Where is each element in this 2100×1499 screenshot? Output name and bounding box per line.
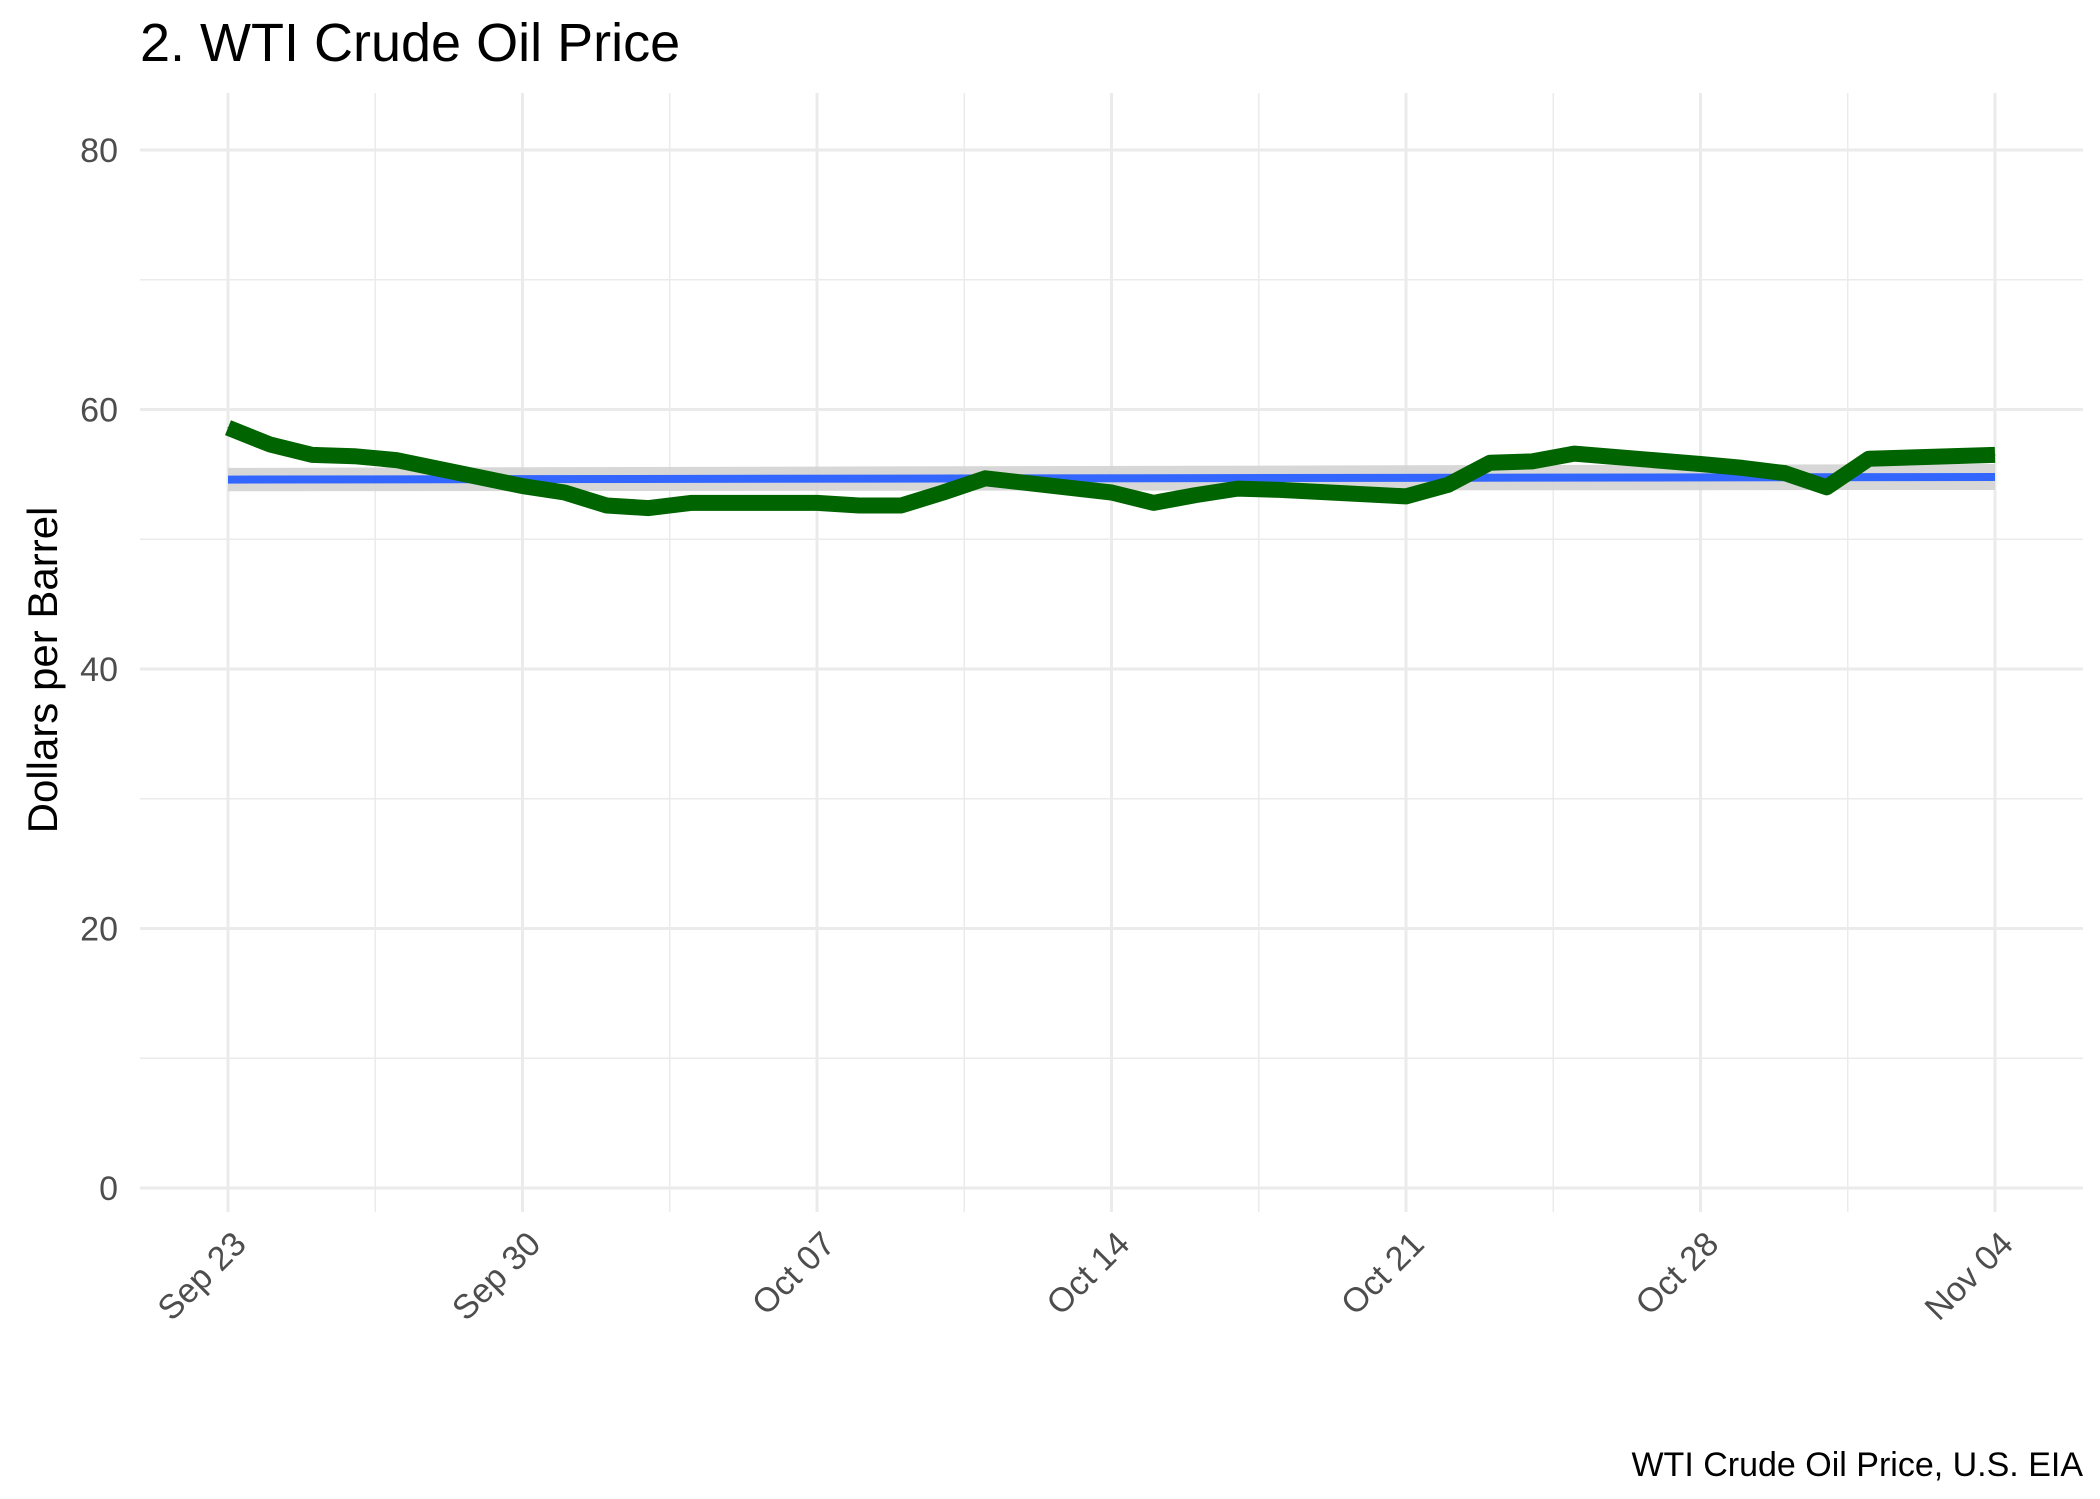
series-point (353, 455, 355, 457)
chart-caption: WTI Crude Oil Price, U.S. EIA (1631, 1446, 2083, 1484)
y-tick-label: 80 (80, 132, 118, 170)
series-point (1111, 492, 1112, 494)
series-point (1279, 489, 1281, 491)
series-point (606, 505, 608, 507)
series-layer (225, 420, 1996, 517)
series-point (1237, 488, 1239, 490)
series-point (942, 492, 944, 494)
chart-title: 2. WTI Crude Oil Price (140, 13, 680, 73)
series-point (1700, 463, 1701, 465)
series-point (984, 477, 986, 479)
series-point (564, 492, 566, 494)
series-point (1153, 502, 1155, 504)
series-point (1573, 453, 1575, 455)
grid-major (140, 93, 2083, 1212)
series-point (1826, 486, 1828, 488)
y-tick-label: 60 (80, 392, 118, 430)
series-point (1994, 454, 1996, 456)
series-point (858, 505, 860, 507)
series-point (1489, 462, 1491, 464)
series-point (1447, 484, 1449, 486)
y-axis-label: Dollars per Barrel (19, 507, 66, 834)
y-tick-label: 40 (80, 651, 118, 689)
series-point (900, 505, 902, 507)
series-point (1531, 460, 1533, 462)
series-point (522, 485, 523, 487)
series-point (269, 444, 271, 446)
series-point (1868, 458, 1870, 460)
series-point (1405, 495, 1407, 497)
series-point (816, 502, 818, 504)
y-axis-ticks: 0 20 40 60 80 (80, 132, 118, 1208)
series-point (1195, 494, 1197, 496)
series-point (227, 427, 229, 429)
series-point (1742, 467, 1744, 469)
y-tick-label: 0 (99, 1170, 118, 1208)
series-point (395, 459, 397, 461)
series-point (1784, 472, 1786, 474)
series-point (311, 454, 313, 456)
series-point (690, 502, 692, 504)
series-point (648, 507, 650, 509)
y-tick-label: 20 (80, 911, 118, 949)
